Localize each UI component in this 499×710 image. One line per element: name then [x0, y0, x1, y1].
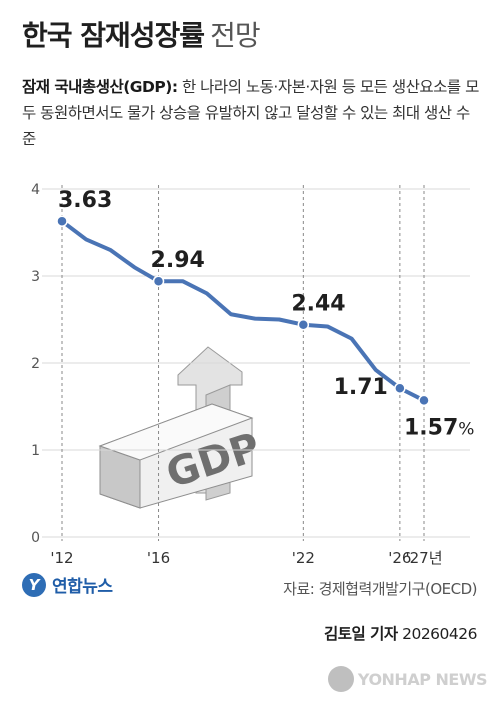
definition-body: 한 나라의 노동·자본·자원 등 모든 생산요소를 모두 동원하면서도 물가 상…	[22, 78, 479, 148]
data-point-2026	[394, 382, 406, 394]
x-tick-label-2012: '12	[50, 549, 73, 567]
watermark-logo-icon	[327, 666, 354, 692]
x-axis-ticks: '12 '16 '22 '26'27년	[50, 549, 442, 567]
y-tick-label-3: 3	[31, 269, 40, 285]
gdp-3d-illustration: GDP	[98, 346, 266, 509]
watermark: YONHAP NEWS	[327, 666, 488, 692]
x-tick-label-2027: '27년	[405, 549, 442, 567]
data-label-2016: 2.94	[151, 248, 205, 273]
line-chart: GDP 0 1 2 3 4 '12 '16 '22 '26'27년 3.63 2.94 2.44 1…	[31, 182, 474, 567]
grid-lines	[42, 185, 470, 541]
byline-date: 20260426	[402, 625, 477, 643]
byline-name: 김토일 기자	[323, 625, 398, 643]
yonhap-logo-icon: Y	[22, 572, 46, 597]
definition-text: 잠재 국내총생산(GDP): 한 나라의 노동·자본·자원 등 모든 생산요소를…	[22, 74, 482, 152]
data-point-2027	[418, 394, 430, 407]
title-sub: 전망	[210, 19, 261, 52]
data-label-2027: 1.57%	[404, 415, 474, 440]
source-text: 자료: 경제협력개발기구(OECD)	[283, 580, 477, 598]
watermark-text: YONHAP NEWS	[357, 669, 488, 689]
title-main: 한국 잠재성장률	[22, 19, 205, 52]
y-axis-ticks: 0 1 2 3 4	[31, 182, 40, 546]
data-label-unit: %	[458, 419, 474, 439]
y-tick-label-1: 1	[31, 443, 40, 459]
series-line	[60, 219, 426, 403]
x-tick-label-2022: '22	[292, 549, 315, 567]
y-tick-label-2: 2	[31, 356, 40, 372]
data-point-2022	[297, 318, 310, 331]
byline: 김토일 기자 20260426	[323, 622, 478, 644]
data-label-2012: 3.63	[58, 188, 112, 213]
page-title: 한국 잠재성장률 전망	[22, 14, 261, 54]
data-labels: 3.63 2.94 2.44 1.71 1.57%	[58, 188, 474, 440]
series-potential-growth	[56, 215, 430, 407]
definition-term: 잠재 국내총생산(GDP):	[22, 78, 178, 96]
x-tick-label-2026: '26	[388, 549, 411, 567]
logo-text: 연합뉴스	[52, 577, 113, 597]
y-tick-label-4: 4	[31, 182, 40, 198]
data-point-2012	[56, 215, 68, 227]
data-label-2022: 2.44	[291, 292, 345, 317]
data-point-2016	[152, 275, 165, 287]
data-label-2026: 1.71	[334, 375, 388, 400]
yonhap-logo: Y 연합뉴스	[22, 572, 113, 597]
x-tick-label-2016: '16	[147, 549, 170, 567]
y-tick-label-0: 0	[31, 530, 40, 546]
